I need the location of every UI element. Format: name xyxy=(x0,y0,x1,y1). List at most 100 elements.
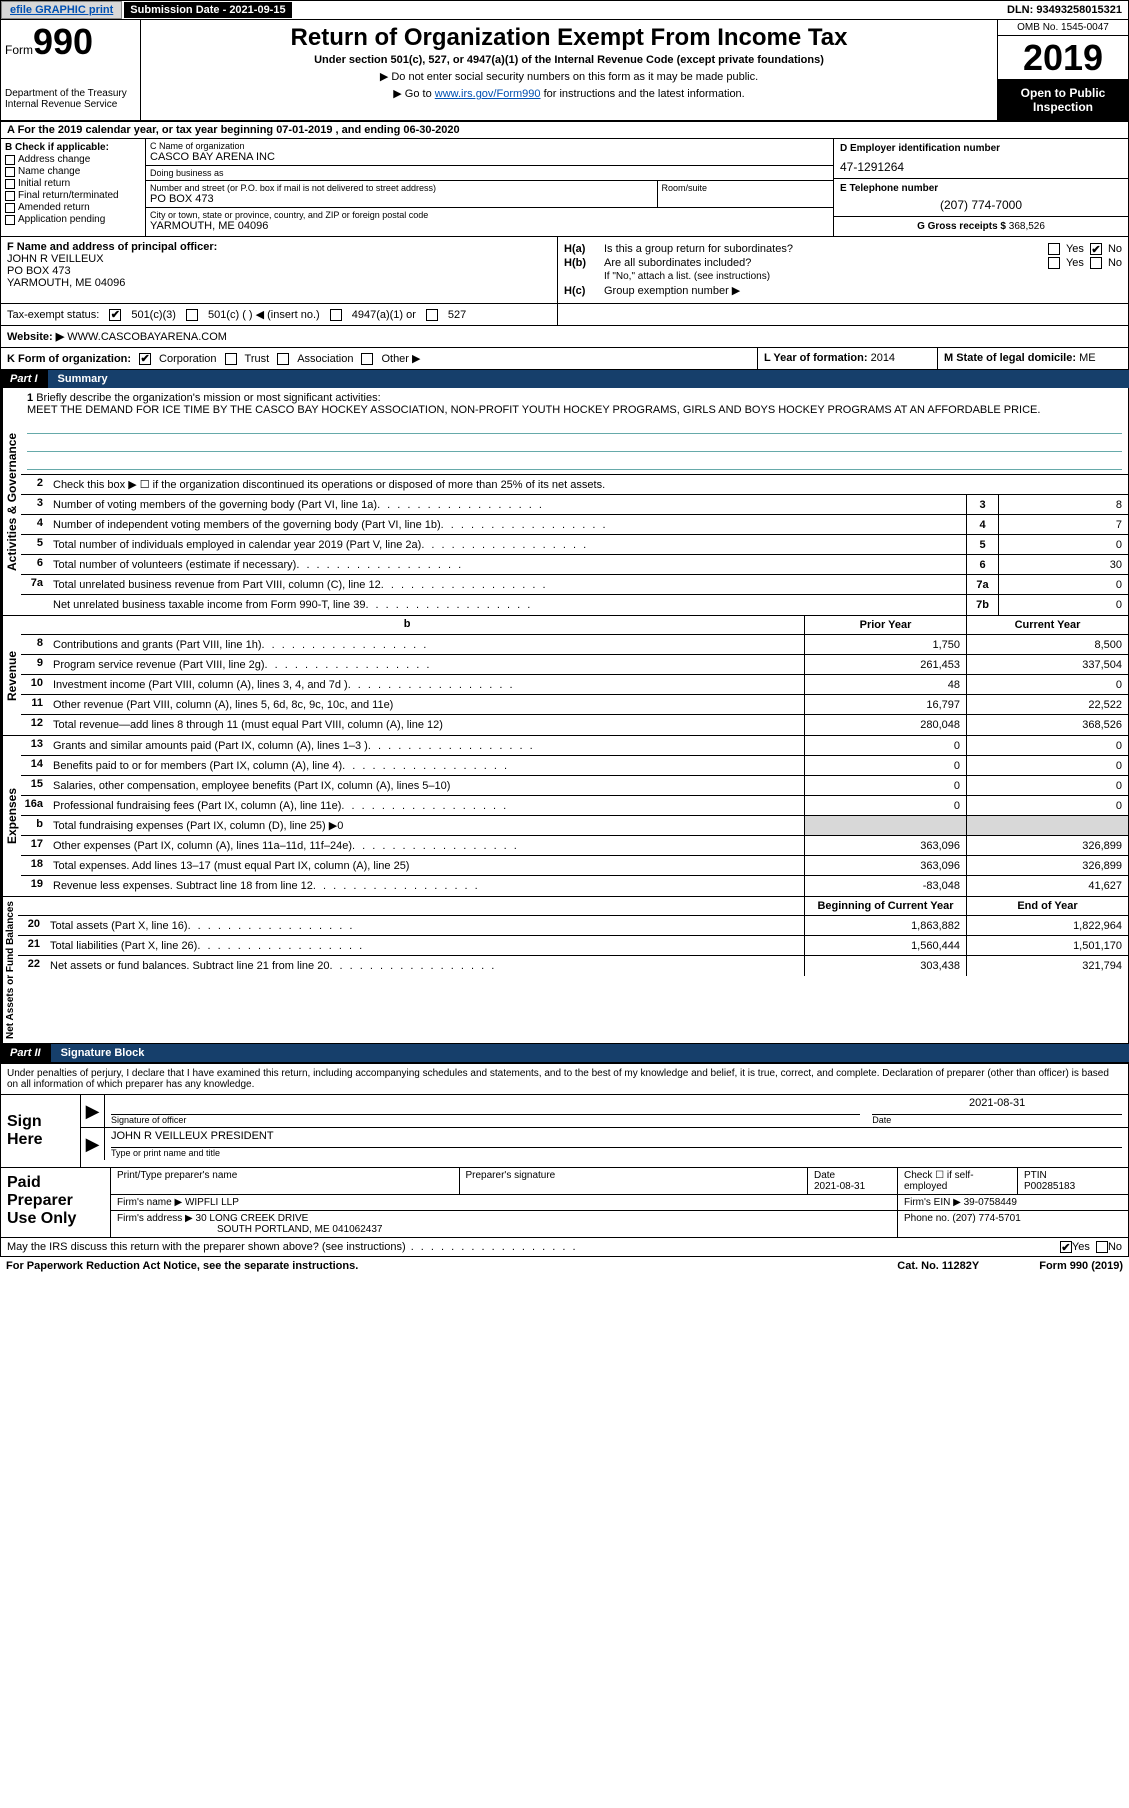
b-label: B Check if applicable: xyxy=(5,142,141,153)
ha-text: Is this a group return for subordinates? xyxy=(604,243,1042,255)
klm-row: K Form of organization: ✔Corporation Tru… xyxy=(0,348,1129,370)
line-12: 12Total revenue—add lines 8 through 11 (… xyxy=(21,715,1128,735)
line-4: 4Number of independent voting members of… xyxy=(21,515,1128,535)
e-phone: E Telephone number(207) 774-7000 xyxy=(834,179,1128,217)
netassets-section: Net Assets or Fund Balances Beginning of… xyxy=(0,897,1129,1044)
line-17: 17Other expenses (Part IX, column (A), l… xyxy=(21,836,1128,856)
line-14: 14Benefits paid to or for members (Part … xyxy=(21,756,1128,776)
hb-text: Are all subordinates included? xyxy=(604,257,1042,269)
hb-no xyxy=(1090,257,1102,269)
l-label: L Year of formation: xyxy=(764,352,868,364)
goto-prefix: ▶ Go to xyxy=(393,88,434,100)
irs-link[interactable]: www.irs.gov/Form990 xyxy=(435,88,541,100)
line-18: 18Total expenses. Add lines 13–17 (must … xyxy=(21,856,1128,876)
col-b-checkboxes: B Check if applicable: Address change Na… xyxy=(1,139,146,236)
arrow-icon: ▶ xyxy=(81,1128,105,1160)
sig-date: 2021-08-31 xyxy=(872,1097,1122,1115)
part1-num: Part I xyxy=(0,370,48,388)
city-label: City or town, state or province, country… xyxy=(150,210,829,220)
part2-title: Signature Block xyxy=(51,1044,1129,1062)
k-trust xyxy=(225,353,237,365)
sig-officer-label: Signature of officer xyxy=(111,1115,186,1125)
k-other xyxy=(361,353,373,365)
line-21: 21Total liabilities (Part X, line 26)1,5… xyxy=(18,936,1128,956)
street-value: PO BOX 473 xyxy=(150,193,653,205)
ha-no: ✔ xyxy=(1090,243,1102,255)
line-8: 8Contributions and grants (Part VIII, li… xyxy=(21,635,1128,655)
revenue-section: Revenue bPrior YearCurrent Year 8Contrib… xyxy=(0,616,1129,736)
ha-yes xyxy=(1048,243,1060,255)
efile-link[interactable]: efile GRAPHIC print xyxy=(1,1,122,19)
form-number: 990 xyxy=(33,21,93,62)
j-row: Website: ▶ WWW.CASCOBAYARENA.COM xyxy=(0,326,1129,348)
discuss-row: May the IRS discuss this return with the… xyxy=(0,1238,1129,1257)
l-value: 2014 xyxy=(871,352,895,364)
firm-name: WIPFLI LLP xyxy=(185,1197,239,1208)
city-value: YARMOUTH, ME 04096 xyxy=(150,220,829,232)
tax-year: 2019 xyxy=(998,36,1128,80)
g-gross-receipts: G Gross receipts $ 368,526 xyxy=(834,217,1128,236)
goto-note: ▶ Go to www.irs.gov/Form990 for instruct… xyxy=(149,87,989,100)
chk-address-change: Address change xyxy=(5,154,141,165)
preparer-label: Paid Preparer Use Only xyxy=(1,1168,111,1237)
ptin-value: P00285183 xyxy=(1024,1181,1075,1192)
omb-number: OMB No. 1545-0047 xyxy=(998,20,1128,36)
firm-addr2: SOUTH PORTLAND, ME 041062437 xyxy=(217,1224,382,1235)
dln: DLN: 93493258015321 xyxy=(1001,2,1128,18)
dept-treasury: Department of the Treasury xyxy=(5,88,136,99)
firm-addr1: 30 LONG CREEK DRIVE xyxy=(196,1213,309,1224)
form-header: Form990 Department of the Treasury Inter… xyxy=(0,20,1129,122)
dba-label: Doing business as xyxy=(150,168,829,178)
line-1: 1 Briefly describe the organization's mi… xyxy=(21,388,1128,475)
part1-header: Part I Summary xyxy=(0,370,1129,388)
line-3: 3Number of voting members of the governi… xyxy=(21,495,1128,515)
na-col-headers: Beginning of Current YearEnd of Year xyxy=(18,897,1128,916)
prep-date: 2021-08-31 xyxy=(814,1181,865,1192)
cat-no: Cat. No. 11282Y xyxy=(897,1260,979,1272)
m-label: M State of legal domicile: xyxy=(944,352,1076,364)
declaration-text: Under penalties of perjury, I declare th… xyxy=(1,1064,1128,1095)
footer-row: For Paperwork Reduction Act Notice, see … xyxy=(0,1257,1129,1275)
form-title: Return of Organization Exempt From Incom… xyxy=(149,24,989,52)
signature-block: Under penalties of perjury, I declare th… xyxy=(0,1062,1129,1168)
line-22: 22Net assets or fund balances. Subtract … xyxy=(18,956,1128,976)
i-501c xyxy=(186,309,198,321)
ein-value: 47-1291264 xyxy=(840,160,1122,174)
entity-block: B Check if applicable: Address change Na… xyxy=(0,139,1129,237)
line-13: 13Grants and similar amounts paid (Part … xyxy=(21,736,1128,756)
ssn-note: ▶ Do not enter social security numbers o… xyxy=(149,70,989,83)
mission-text: MEET THE DEMAND FOR ICE TIME BY THE CASC… xyxy=(27,404,1122,416)
dept-irs: Internal Revenue Service xyxy=(5,99,136,110)
hb-yes xyxy=(1048,257,1060,269)
website-value: WWW.CASCOBAYARENA.COM xyxy=(67,331,227,343)
j-label: Website: ▶ xyxy=(7,331,64,343)
hb-note: If "No," attach a list. (see instruction… xyxy=(564,271,1122,282)
part1-title: Summary xyxy=(48,370,1129,388)
form-word: Form xyxy=(5,43,33,57)
m-value: ME xyxy=(1079,352,1096,364)
d-ein: D Employer identification number47-12912… xyxy=(834,139,1128,179)
f-h-row: F Name and address of principal officer:… xyxy=(0,237,1129,304)
discuss-no xyxy=(1096,1241,1108,1253)
f-officer: F Name and address of principal officer:… xyxy=(1,237,558,303)
h-block: H(a)Is this a group return for subordina… xyxy=(558,237,1128,303)
chk-initial-return: Initial return xyxy=(5,178,141,189)
officer-addr1: PO BOX 473 xyxy=(7,265,551,277)
preparer-block: Paid Preparer Use Only Print/Type prepar… xyxy=(0,1168,1129,1238)
firm-phone: (207) 774-5701 xyxy=(952,1213,1020,1224)
part2-header: Part II Signature Block xyxy=(0,1044,1129,1062)
tab-netassets: Net Assets or Fund Balances xyxy=(1,897,18,1043)
line-11: 11Other revenue (Part VIII, column (A), … xyxy=(21,695,1128,715)
title-block: Return of Organization Exempt From Incom… xyxy=(141,20,998,120)
c-name-label: C Name of organization xyxy=(150,141,829,151)
phone-value: (207) 774-7000 xyxy=(840,198,1122,212)
typed-name: JOHN R VEILLEUX PRESIDENT xyxy=(111,1130,1122,1148)
line-9: 9Program service revenue (Part VIII, lin… xyxy=(21,655,1128,675)
pra-notice: For Paperwork Reduction Act Notice, see … xyxy=(6,1260,358,1272)
chk-application-pending: Application pending xyxy=(5,214,141,225)
officer-addr2: YARMOUTH, ME 04096 xyxy=(7,277,551,289)
tab-revenue: Revenue xyxy=(1,616,21,735)
officer-name: JOHN R VEILLEUX xyxy=(7,253,551,265)
i-501c3: ✔ xyxy=(109,309,121,321)
open-to-public: Open to PublicInspection xyxy=(998,80,1128,120)
